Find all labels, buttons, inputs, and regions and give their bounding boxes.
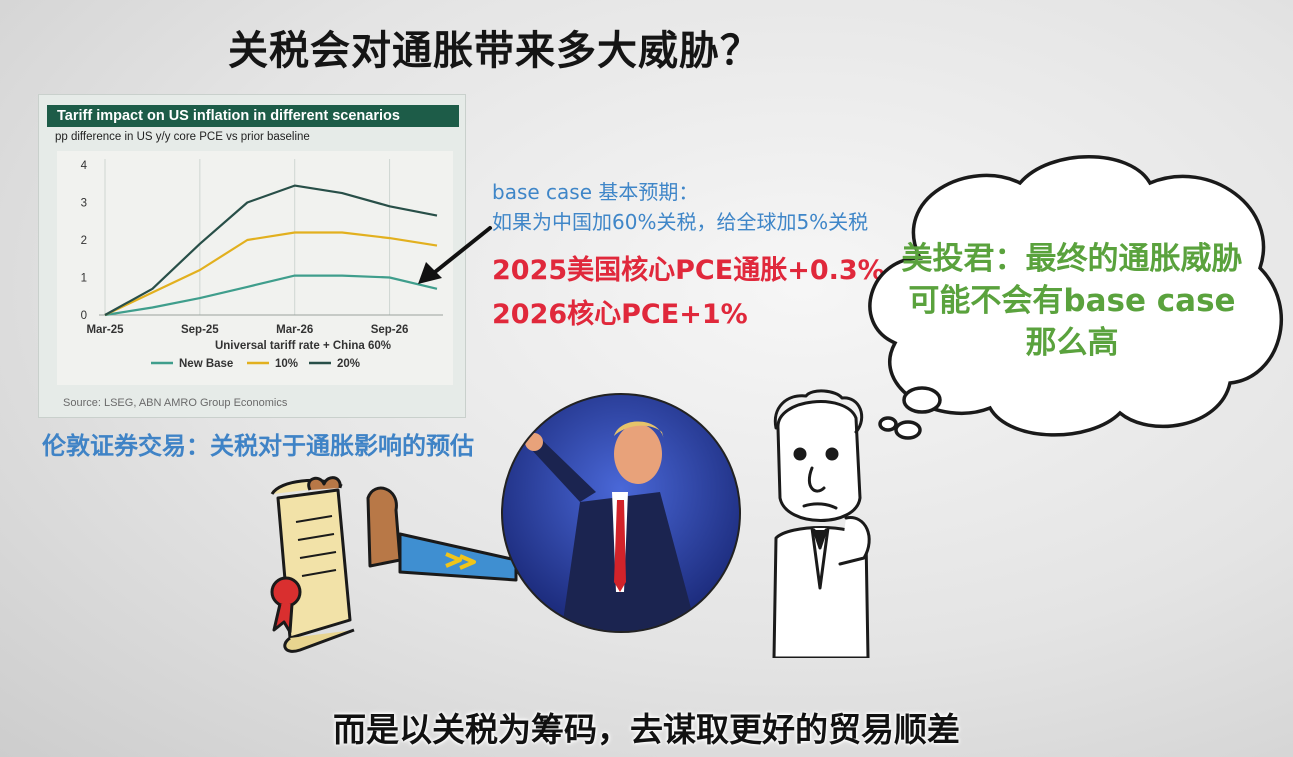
- thought-line-3: 那么高: [1025, 325, 1119, 361]
- thinking-man-illustration: [772, 389, 871, 658]
- series-line-20pct: [104, 184, 438, 316]
- series-line-new-base: [104, 274, 438, 317]
- x-tick-label-Mar-25: Mar-25: [86, 324, 124, 336]
- pce-2026: 2026核心PCE+1%: [492, 299, 748, 330]
- chart-caption: 伦敦证券交易：关税对于通胀影响的预估: [42, 432, 474, 460]
- chart-card: Tariff impact on US inflation in differe…: [38, 94, 466, 418]
- y-tick-label-2: 2: [81, 235, 87, 247]
- y-tick-label-4: 4: [81, 160, 88, 172]
- thought-text: 美投君：最终的通胀威胁 可能不会有base case 那么高: [870, 238, 1274, 364]
- y-tick-label-1: 1: [81, 273, 87, 285]
- tariff-scroll-illustration: [270, 476, 518, 653]
- x-tick-label-Mar-26: Mar-26: [276, 324, 313, 336]
- thought-line-2: 可能不会有base case: [908, 283, 1236, 319]
- base-case-heading: base case 基本预期：: [492, 180, 699, 204]
- y-tick-label-0: 0: [81, 310, 87, 322]
- thought-bubble: [868, 155, 1284, 440]
- plot-area: 0 1 2 3 4 Mar-25 Sep-25 Mar-26 Sep-26 Universal t…: [57, 151, 453, 385]
- legend-label-new-base: New Base: [179, 358, 233, 370]
- thought-line-1: 美投君：最终的通胀威胁: [901, 241, 1243, 277]
- x-tick-label-Sep-25: Sep-25: [181, 324, 219, 336]
- x-axis-label: Universal tariff rate + China 60%: [215, 340, 391, 352]
- base-case-assumption: 如果为中国加60%关税，给全球加5%关税: [492, 210, 869, 234]
- pointer-arrow-icon: [418, 226, 492, 284]
- pce-2025: 2025美国核心PCE通胀+0.3%: [492, 255, 885, 286]
- chart-svg: 0 1 2 3 4 Mar-25 Sep-25 Mar-26 Sep-26 Universal t…: [81, 159, 443, 370]
- series-line-10pct: [104, 231, 438, 316]
- chart-subtitle: pp difference in US y/y core PCE vs prio…: [55, 131, 310, 143]
- page-title: 关税会对通胀带来多大威胁？: [228, 28, 761, 74]
- chart-source: Source: LSEG, ABN AMRO Group Economics: [63, 397, 288, 409]
- y-tick-label-3: 3: [81, 198, 87, 210]
- chart-title: Tariff impact on US inflation in differe…: [47, 105, 459, 127]
- legend-label-10pct: 10%: [275, 358, 298, 370]
- legend-label-20pct: 20%: [337, 358, 360, 370]
- x-tick-label-Sep-26: Sep-26: [371, 324, 409, 336]
- video-subtitle: 而是以关税为筹码，去谋取更好的贸易顺差: [333, 710, 960, 749]
- speaker-photo: [501, 393, 741, 633]
